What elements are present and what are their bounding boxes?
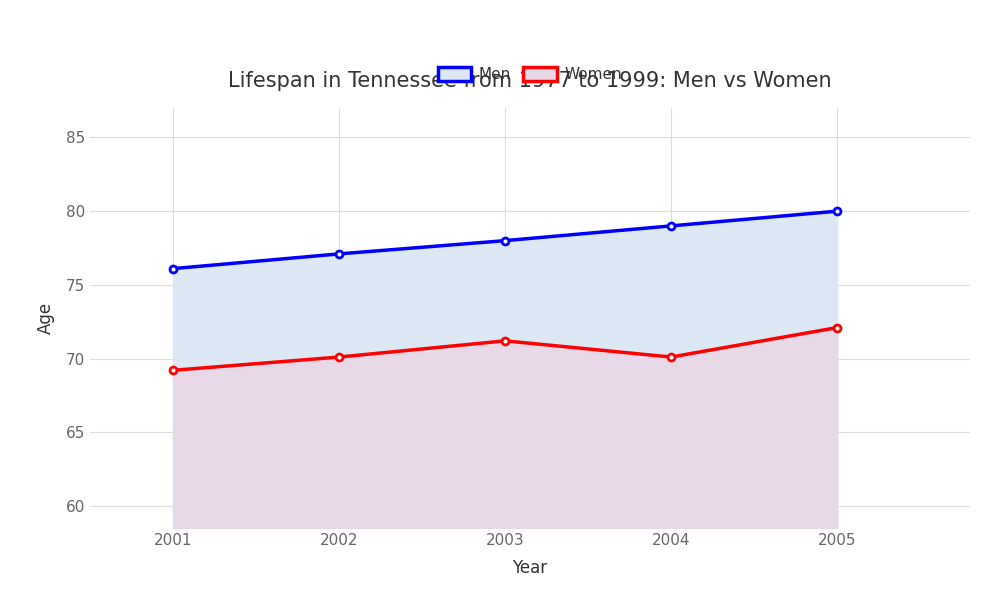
Title: Lifespan in Tennessee from 1977 to 1999: Men vs Women: Lifespan in Tennessee from 1977 to 1999:…	[228, 71, 832, 91]
Y-axis label: Age: Age	[37, 302, 55, 334]
Legend: Men, Women: Men, Women	[432, 61, 628, 88]
X-axis label: Year: Year	[512, 559, 548, 577]
